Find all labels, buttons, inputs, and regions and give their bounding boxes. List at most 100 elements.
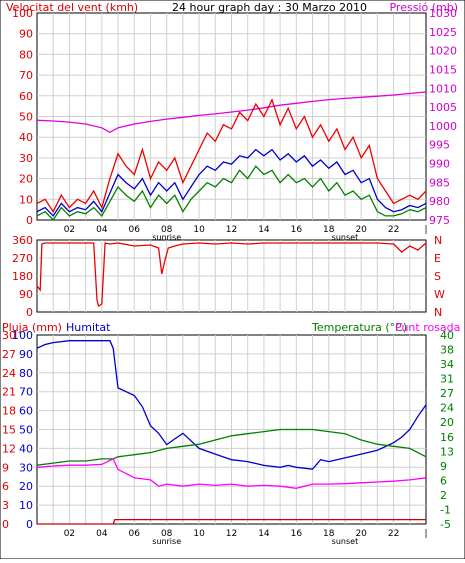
temperature-tick: 20 (440, 416, 454, 429)
wind-speed-tick-labels: 0 10 20 30 40 50 60 70 80 90 100 (12, 7, 33, 227)
wind-x-tick-labels: 02 04 06 08 10 12 14 16 18 20 22 | sunrise sunset (64, 225, 428, 242)
humidity-tick: 80 (19, 367, 33, 380)
wind-series-lines (36, 91, 427, 222)
punt-rosada-line (36, 458, 427, 489)
pressure-tick: 980 (429, 195, 450, 208)
temperature-tick: 34 (440, 358, 454, 371)
wind-speed-tick: 80 (19, 48, 33, 61)
x-end-tick: | (424, 529, 427, 539)
climate-x-tick-labels: 02 04 06 08 10 12 14 16 18 20 22 | sunrise sunset (64, 529, 428, 546)
humidity-tick: 100 (12, 329, 33, 342)
x-tick-label: 12 (226, 225, 237, 235)
direction-gridlines (37, 240, 426, 312)
x-tick-label: 22 (388, 529, 399, 539)
wind-vent-line (36, 165, 427, 222)
x-tick-label: 22 (388, 225, 399, 235)
pressure-tick: 1025 (429, 26, 457, 39)
chart-title: 24 hour graph day : 30 Marzo 2010 (172, 1, 367, 14)
humitat-line (36, 340, 427, 470)
pressure-tick: 1020 (429, 45, 457, 58)
x-tick-label: 18 (323, 529, 335, 539)
sunset-marker: sunset (332, 233, 359, 242)
dewpoint-axis-title: Punt rosada (395, 321, 460, 334)
temperature-tick: 27 (440, 387, 454, 400)
direction-degree-tick: 270 (12, 252, 33, 265)
temperature-tick: -5 (440, 518, 451, 531)
humidity-tick: 0 (26, 518, 33, 531)
rain-axis-title: Pluja (mm) (2, 321, 62, 334)
x-tick-label: 20 (355, 529, 367, 539)
wind-speed-tick: 70 (19, 69, 33, 82)
pressure-tick: 1010 (429, 82, 457, 95)
compass-letter: S (434, 270, 441, 283)
wind-speed-tick: 100 (12, 7, 33, 20)
sunset-marker: sunset (332, 537, 359, 546)
wind-speed-axis-title: Velocitat del vent (kmh) (6, 1, 138, 14)
humidity-tick: 40 (19, 442, 33, 455)
pressure-tick: 1005 (429, 101, 457, 114)
rain-tick: 24 (2, 367, 16, 380)
temperature-tick: 31 (440, 373, 454, 386)
x-tick-label: 14 (258, 529, 270, 539)
x-tick-label: 06 (129, 225, 141, 235)
wind-speed-tick: 30 (19, 152, 33, 165)
temperature-tick: 16 (440, 431, 454, 444)
humidity-tick: 30 (19, 461, 33, 474)
wind-ratxa-line (36, 98, 427, 214)
x-tick-label: 12 (226, 529, 237, 539)
humidity-tick: 90 (19, 348, 33, 361)
x-end-tick: | (424, 225, 427, 235)
rain-tick: 3 (2, 499, 9, 512)
compass-letter: N (434, 306, 442, 319)
pressure-line (36, 91, 427, 134)
temperature-tick: 13 (440, 445, 454, 458)
humidity-tick: 50 (19, 424, 33, 437)
wind-speed-tick: 20 (19, 173, 33, 186)
compass-letter: N (434, 234, 442, 247)
pressure-tick: 1030 (429, 7, 457, 20)
x-tick-label: 08 (161, 529, 173, 539)
direction-degree-tick: 0 (26, 306, 33, 319)
direction-series-line (36, 242, 427, 308)
wind-mitjana-line (36, 148, 427, 217)
rain-tick: 27 (2, 348, 16, 361)
x-tick-label: 08 (161, 225, 173, 235)
x-tick-label: 02 (64, 529, 75, 539)
pressure-axis-title: Pressió (mb) (389, 1, 458, 14)
direction-degree-tick: 180 (12, 270, 33, 283)
temperature-tick: 2 (440, 489, 447, 502)
pressure-tick: 1000 (429, 120, 457, 133)
temperature-tick: 24 (440, 402, 454, 415)
temperature-tick: 38 (440, 344, 454, 357)
pressure-tick: 985 (429, 176, 450, 189)
x-tick-label: 04 (96, 225, 108, 235)
wind-speed-tick: 40 (19, 131, 33, 144)
rain-tick-labels: 0 3 6 9 12 15 18 21 24 27 30 (2, 329, 16, 531)
temperature-tick: 40 (440, 329, 454, 342)
pressure-tick: 995 (429, 139, 450, 152)
sunrise-marker: sunrise (152, 233, 181, 242)
wind-direction-line (36, 242, 427, 308)
rain-tick: 30 (2, 329, 16, 342)
climate-series-lines (36, 340, 427, 525)
rain-tick: 6 (2, 480, 9, 493)
x-tick-label: 04 (96, 529, 108, 539)
humidity-tick: 60 (19, 405, 33, 418)
pressure-tick-labels: 975 980 985 990 995 1000 1005 1010 1015 1020 1025 1… (429, 7, 457, 227)
x-tick-label: 16 (291, 225, 303, 235)
humidity-axis-title: Humitat (66, 321, 111, 334)
direction-degree-tick: 90 (19, 288, 33, 301)
climate-gridlines (37, 335, 426, 524)
wind-speed-tick: 90 (19, 28, 33, 41)
compass-letter: W (434, 288, 445, 301)
pluja-line (37, 518, 426, 525)
sunrise-marker: sunrise (152, 537, 181, 546)
rain-tick: 18 (2, 405, 16, 418)
direction-degree-tick: 360 (12, 234, 33, 247)
temperature-tick: 6 (440, 474, 447, 487)
humidity-tick-labels: 0 10 20 30 40 50 60 70 80 90 100 (12, 329, 33, 531)
